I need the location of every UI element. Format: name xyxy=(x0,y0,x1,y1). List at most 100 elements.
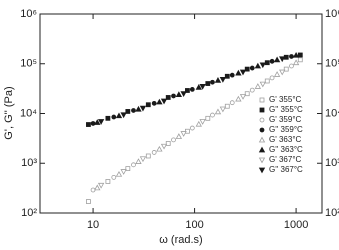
data-point xyxy=(264,78,270,84)
data-point xyxy=(131,108,136,113)
data-point xyxy=(239,69,247,76)
legend-marker xyxy=(258,157,266,164)
data-point xyxy=(111,114,117,120)
data-point xyxy=(269,58,275,64)
data-point xyxy=(259,62,266,69)
data-point xyxy=(151,150,157,155)
data-point xyxy=(111,174,117,180)
y2-tick-label: 10³ xyxy=(325,157,339,169)
data-point xyxy=(105,179,111,184)
legend-marker xyxy=(259,127,265,133)
data-point xyxy=(297,57,303,63)
y-axis-label: G', G'' (Pa) xyxy=(3,86,15,139)
data-point xyxy=(125,109,131,114)
data-point xyxy=(165,95,171,100)
legend-marker xyxy=(259,107,265,113)
x-axis-label: ω (rad.s) xyxy=(159,234,202,246)
data-point xyxy=(145,102,151,108)
y2-tick-label: 10² xyxy=(325,207,339,219)
data-point xyxy=(229,72,235,78)
data-point xyxy=(254,83,262,89)
legend-marker xyxy=(258,167,266,174)
data-point xyxy=(105,115,111,121)
data-point xyxy=(259,81,266,88)
data-point xyxy=(199,119,206,125)
data-point xyxy=(115,112,123,119)
data-point xyxy=(135,158,142,164)
data-point xyxy=(97,119,105,125)
data-point xyxy=(97,182,105,189)
data-point xyxy=(199,84,206,90)
data-point xyxy=(115,170,123,177)
data-point xyxy=(189,87,195,92)
y-tick-label: 10⁶ xyxy=(20,8,37,20)
data-point xyxy=(180,131,187,137)
data-point xyxy=(254,62,262,69)
data-point xyxy=(180,91,187,98)
data-point xyxy=(156,98,163,105)
data-point xyxy=(120,112,127,119)
data-point xyxy=(283,66,289,72)
data-point xyxy=(135,105,142,112)
data-point xyxy=(131,162,136,168)
legend-label: G'' 363°C xyxy=(269,145,303,154)
data-point xyxy=(214,108,222,115)
data-point xyxy=(244,91,250,97)
data-point xyxy=(205,81,211,86)
x-tick-label: 1000 xyxy=(284,219,308,231)
data-point xyxy=(120,169,127,175)
legend-marker xyxy=(258,146,266,153)
legend-label: G'' 355°C xyxy=(269,105,303,114)
data-point xyxy=(224,103,230,109)
data-point xyxy=(195,84,202,90)
legend-label: G'' 359°C xyxy=(269,125,303,134)
data-point xyxy=(171,137,176,143)
data-point xyxy=(210,79,215,85)
y2-tick-label: 10⁴ xyxy=(325,107,339,119)
data-point xyxy=(264,60,270,66)
data-point xyxy=(239,94,247,100)
x-tick-label: 10 xyxy=(87,219,99,231)
data-point xyxy=(175,133,183,139)
data-point xyxy=(145,153,151,159)
data-point xyxy=(165,141,171,146)
data-point xyxy=(273,56,281,63)
data-point xyxy=(279,56,286,63)
data-point xyxy=(94,184,101,191)
legend-label: G' 363°C xyxy=(269,135,302,144)
data-point xyxy=(289,63,294,69)
data-point xyxy=(269,75,275,81)
data-point xyxy=(94,119,101,125)
data-point xyxy=(90,121,96,126)
data-point xyxy=(229,100,235,106)
legend-label: G' 355°C xyxy=(269,95,302,104)
data-point xyxy=(249,65,255,71)
y-tick-label: 10³ xyxy=(21,157,37,169)
y-tick-label: 10⁴ xyxy=(20,107,37,119)
data-point xyxy=(171,93,176,99)
data-point xyxy=(210,112,215,118)
data-point xyxy=(224,73,230,79)
data-point xyxy=(292,51,300,58)
data-point xyxy=(214,76,222,83)
y-tick-label: 10² xyxy=(21,207,37,219)
data-point xyxy=(125,166,131,172)
data-point xyxy=(86,199,91,204)
data-point xyxy=(297,52,303,58)
legend-label: G'' 367°C xyxy=(269,165,303,174)
legend-marker xyxy=(258,136,266,143)
legend-label: G' 359°C xyxy=(269,115,302,124)
y2-tick-label: 10⁵ xyxy=(325,58,339,70)
data-point xyxy=(279,69,286,76)
y2-tick-label: 10⁶ xyxy=(325,8,339,20)
data-point xyxy=(195,120,202,127)
data-point xyxy=(205,115,211,121)
data-point xyxy=(139,156,147,163)
data-point xyxy=(185,88,190,93)
data-point xyxy=(151,100,157,106)
legend-marker xyxy=(259,97,265,103)
data-point xyxy=(156,145,163,152)
data-point xyxy=(235,95,242,102)
data-point xyxy=(189,125,195,131)
